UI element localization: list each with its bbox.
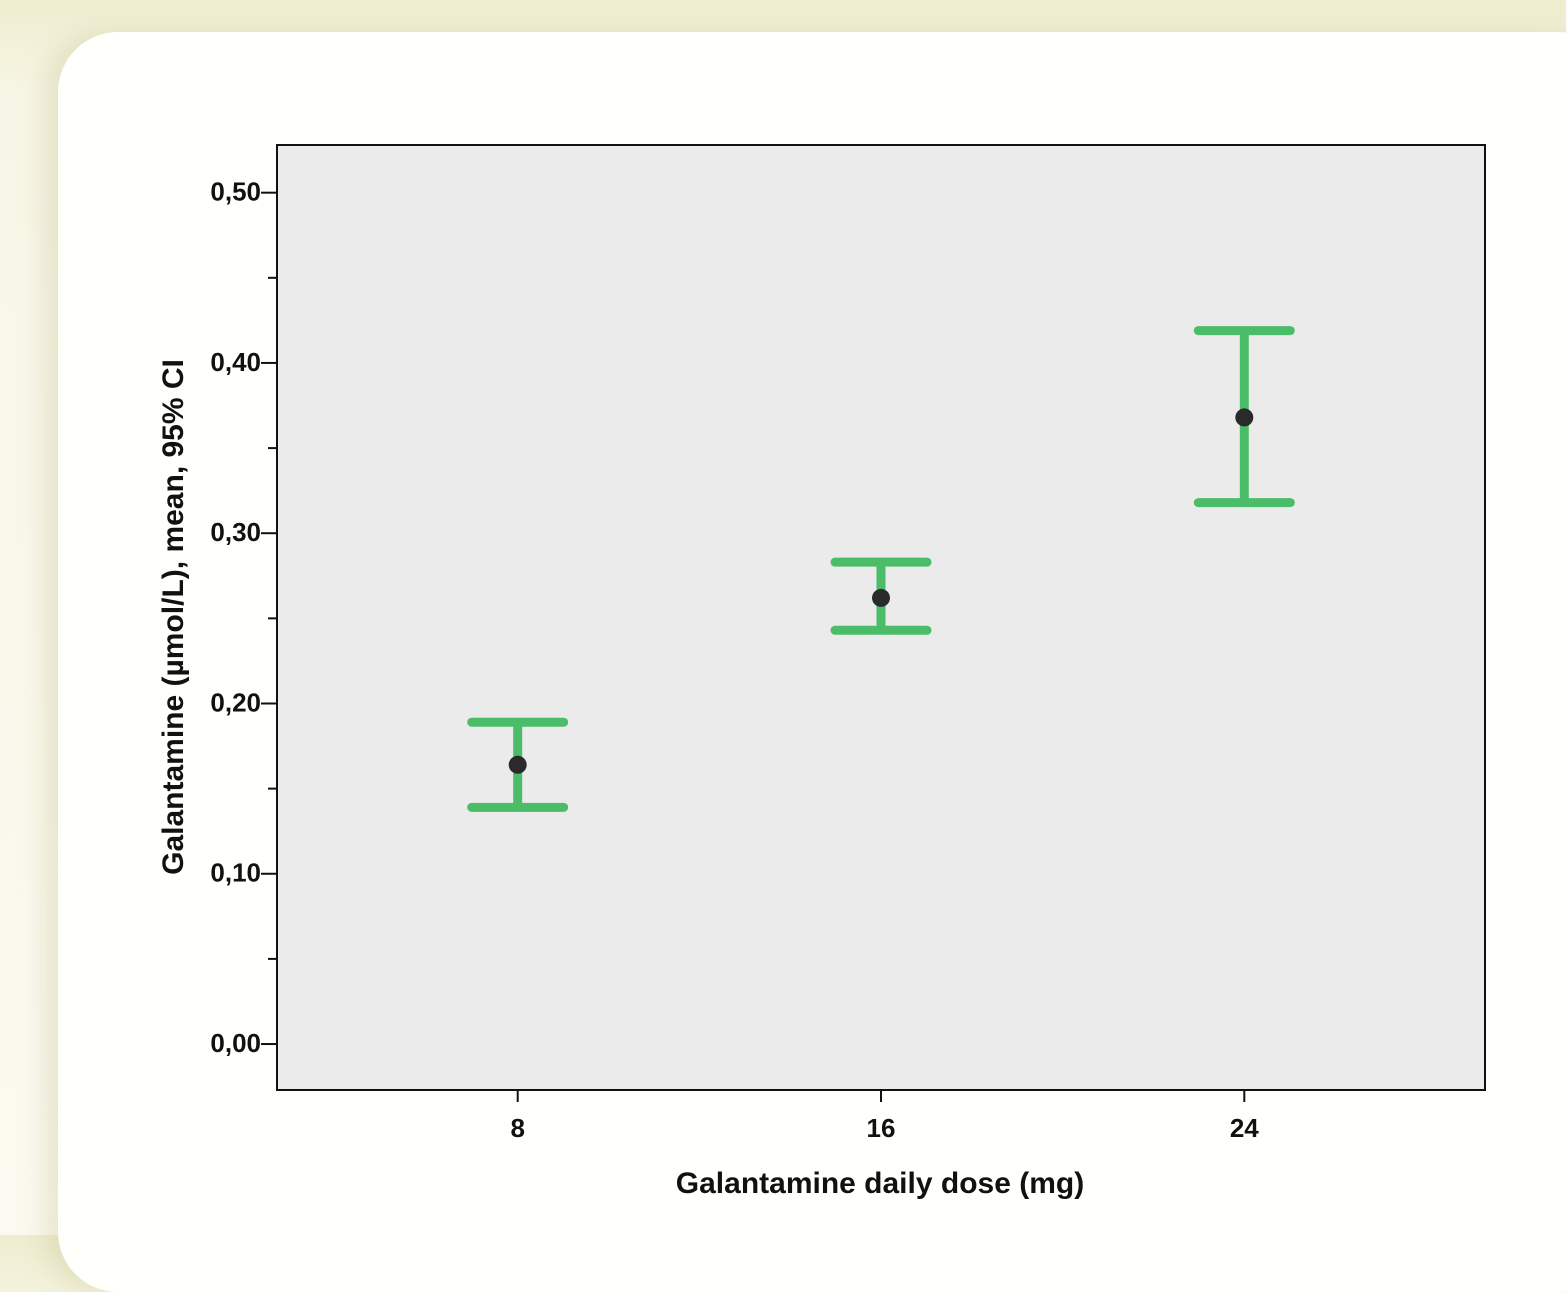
mean-point [1235, 408, 1254, 427]
x-tick-label: 8 [510, 1113, 524, 1143]
mean-point [508, 755, 527, 774]
x-tick-label: 16 [867, 1113, 896, 1143]
y-tick-label: 0,50 [210, 177, 261, 207]
mean-point [872, 588, 890, 607]
x-tick-label: 24 [1230, 1113, 1259, 1143]
y-tick-label: 0,10 [210, 858, 261, 888]
y-tick-label: 0,40 [210, 347, 261, 377]
y-tick-label: 0,20 [210, 687, 261, 717]
y-axis-title: Galantamine (µmol/L), mean, 95% CI [157, 359, 190, 875]
y-tick-label: 0,00 [210, 1028, 261, 1058]
y-tick-label: 0,30 [210, 517, 261, 547]
chart: Galantamine daily dose (mg) Galantamine … [157, 144, 1486, 1200]
page: {"chart_data": {"type": "errorbar", "x_l… [0, 0, 1566, 1235]
x-axis-title: Galantamine daily dose (mg) [676, 1167, 1084, 1200]
